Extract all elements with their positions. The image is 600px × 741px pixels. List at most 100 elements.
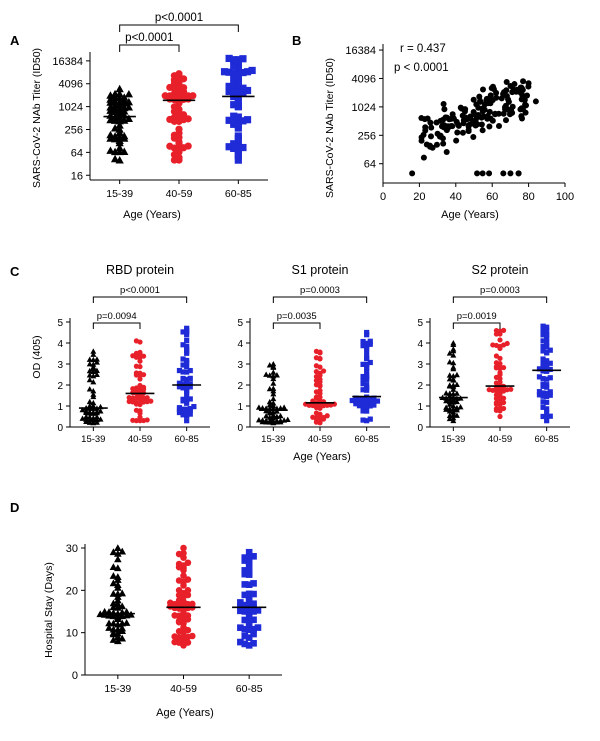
p-value-label: p=0.0019 [457,311,497,322]
data-point-40-59 [175,70,183,78]
data-point-40-59 [508,386,514,392]
data-point-60-85 [220,68,229,76]
data-point-60-85 [245,558,253,566]
data-point-60-85 [364,400,370,406]
scatter-point [470,134,477,141]
x-tick-label: 60-85 [535,434,559,445]
x-tick-label: 60-85 [355,434,379,445]
data-point-15-39 [266,398,273,405]
scatter-point [500,91,507,98]
data-point-60-85 [250,600,257,608]
chart-a: 16 64 256 1024 4096 16384 15-39 40-59 60-85 p<0.0… [52,12,268,200]
chart-b: 64 256 1024 4096 16384 0 20 40 60 80 100 [345,44,574,203]
data-point-15-39 [109,579,118,587]
data-point-40-59 [313,369,319,375]
p-value-label: p<0.0001 [155,12,203,24]
panel-b-label: B [292,33,301,48]
y-tick-label: 4096 [352,73,376,85]
data-point-40-59 [324,413,330,419]
data-point-40-59 [184,586,192,594]
data-point-60-85 [536,392,543,398]
panel-d-xlabel: Age (Years) [156,707,214,719]
x-tick-label: 60 [486,191,498,203]
data-point-15-39 [255,404,262,410]
data-point-15-39 [270,395,277,402]
scatter-point [441,122,448,129]
data-point-60-85 [544,406,550,412]
data-point-15-39 [90,348,97,354]
scatter-point [500,110,507,117]
data-point-60-85 [544,358,550,364]
scatter-point [525,83,532,90]
y-tick-label: 4 [237,339,243,350]
comparison-bracket [452,296,548,303]
y-tick-label: 1 [237,402,243,413]
data-point-60-85 [234,81,242,89]
data-point-15-39 [122,619,131,626]
data-point-60-85 [245,590,253,598]
data-point-60-85 [547,375,553,381]
data-point-60-85 [225,54,233,63]
data-point-60-85 [544,414,550,420]
data-point-15-39 [109,629,118,636]
data-point-15-39 [270,385,277,391]
scatter-point [420,154,427,161]
data-point-60-85 [234,62,242,70]
data-point-40-59 [133,363,139,369]
data-point-60-85 [536,389,543,395]
scatter-point [493,94,500,101]
data-point-60-85 [245,614,253,621]
data-point-40-59 [497,369,503,376]
data-point-15-39 [263,371,270,377]
y-tick-label: 0 [57,423,63,434]
data-point-60-85 [241,570,249,578]
data-point-40-59 [493,406,499,412]
data-point-15-39 [86,367,93,374]
data-point-40-59 [493,353,499,359]
data-point-60-85 [248,66,256,75]
scatter-point [465,123,472,130]
data-point-60-85 [230,80,238,88]
data-point-60-85 [250,625,257,633]
data-point-15-39 [86,398,93,405]
data-point-40-59 [144,417,150,423]
data-point-40-59 [170,89,178,98]
data-point-60-85 [243,86,252,95]
data-point-15-39 [266,401,273,408]
data-point-60-85 [245,634,253,641]
data-point-60-85 [245,642,253,649]
panel-b: B SARS-CoV-2 NAb Titer (ID50) Age (Years… [292,33,499,221]
data-point-40-59 [161,92,169,100]
data-point-40-59 [504,340,510,347]
data-point-40-59 [180,572,187,579]
scatter-point [443,149,450,156]
data-point-60-85 [187,367,193,374]
data-point-15-39 [450,346,457,352]
data-point-40-59 [137,358,143,364]
data-point-60-85 [364,377,370,383]
data-point-60-85 [176,405,183,411]
data-point-15-39 [79,415,86,421]
data-point-60-85 [180,396,186,402]
data-point-15-39 [270,361,277,367]
chart-title: S2 protein [472,263,529,277]
data-point-15-39 [93,413,100,420]
data-point-60-85 [234,132,242,140]
scatter-point [428,124,435,131]
data-point-60-85 [245,626,253,634]
scatter-point [483,97,490,104]
data-point-60-85 [367,396,373,402]
y-tick-label: 16384 [52,56,83,68]
data-point-60-85 [544,342,550,348]
data-point-15-39 [446,382,453,388]
data-point-60-85 [371,395,377,401]
data-point-15-39 [79,406,86,413]
data-point-40-59 [493,400,499,406]
data-point-60-85 [547,389,553,395]
x-tick-label: 0 [380,191,386,203]
data-point-15-39 [120,93,129,101]
data-point-60-85 [191,404,197,410]
panel-b-ylabel: SARS-CoV-2 NAb Titer (ID50) [324,58,336,198]
y-tick-label: 3 [237,360,243,371]
data-point-60-85 [184,394,190,400]
